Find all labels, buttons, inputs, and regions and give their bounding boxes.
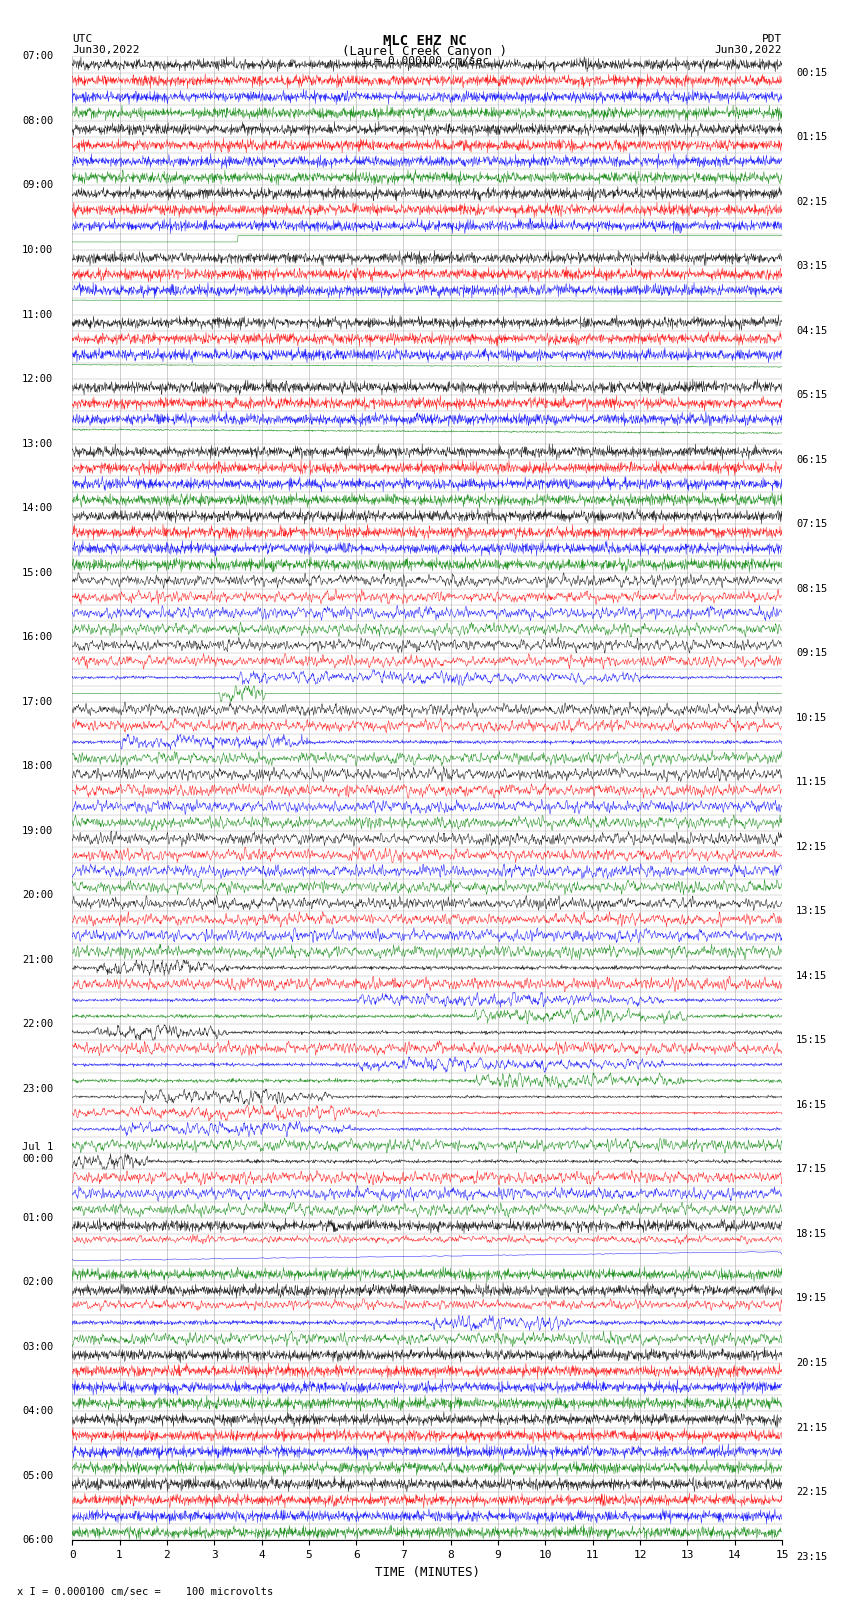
Text: 08:15: 08:15 <box>796 584 827 594</box>
Text: 21:15: 21:15 <box>796 1423 827 1432</box>
Text: 03:00: 03:00 <box>22 1342 54 1352</box>
Text: 01:15: 01:15 <box>796 132 827 142</box>
Text: 04:00: 04:00 <box>22 1407 54 1416</box>
Text: 23:00: 23:00 <box>22 1084 54 1094</box>
Text: 01:00: 01:00 <box>22 1213 54 1223</box>
Text: 08:00: 08:00 <box>22 116 54 126</box>
Text: 12:00: 12:00 <box>22 374 54 384</box>
Text: 11:00: 11:00 <box>22 310 54 319</box>
Text: 19:15: 19:15 <box>796 1294 827 1303</box>
Text: Jul 1: Jul 1 <box>22 1142 54 1152</box>
Text: 05:00: 05:00 <box>22 1471 54 1481</box>
Text: 10:15: 10:15 <box>796 713 827 723</box>
Text: 23:15: 23:15 <box>796 1552 827 1561</box>
Text: 16:00: 16:00 <box>22 632 54 642</box>
Text: 13:00: 13:00 <box>22 439 54 448</box>
Text: x I = 0.000100 cm/sec =    100 microvolts: x I = 0.000100 cm/sec = 100 microvolts <box>17 1587 273 1597</box>
Text: 15:15: 15:15 <box>796 1036 827 1045</box>
Text: 07:15: 07:15 <box>796 519 827 529</box>
Text: 09:00: 09:00 <box>22 181 54 190</box>
Text: 10:00: 10:00 <box>22 245 54 255</box>
Text: 20:00: 20:00 <box>22 890 54 900</box>
Text: 22:15: 22:15 <box>796 1487 827 1497</box>
Text: 06:15: 06:15 <box>796 455 827 465</box>
Text: 17:00: 17:00 <box>22 697 54 706</box>
Text: 00:15: 00:15 <box>796 68 827 77</box>
Text: 02:00: 02:00 <box>22 1277 54 1287</box>
Text: 00:00: 00:00 <box>22 1155 54 1165</box>
Text: 19:00: 19:00 <box>22 826 54 836</box>
Text: 06:00: 06:00 <box>22 1536 54 1545</box>
Text: 21:00: 21:00 <box>22 955 54 965</box>
Text: 14:00: 14:00 <box>22 503 54 513</box>
Text: 17:15: 17:15 <box>796 1165 827 1174</box>
Text: 11:15: 11:15 <box>796 777 827 787</box>
Text: 18:15: 18:15 <box>796 1229 827 1239</box>
Text: 16:15: 16:15 <box>796 1100 827 1110</box>
Text: 15:00: 15:00 <box>22 568 54 577</box>
Text: 20:15: 20:15 <box>796 1358 827 1368</box>
Text: MLC EHZ NC: MLC EHZ NC <box>383 34 467 48</box>
X-axis label: TIME (MINUTES): TIME (MINUTES) <box>375 1566 479 1579</box>
Text: 05:15: 05:15 <box>796 390 827 400</box>
Text: 02:15: 02:15 <box>796 197 827 206</box>
Text: 04:15: 04:15 <box>796 326 827 336</box>
Text: 18:00: 18:00 <box>22 761 54 771</box>
Text: 13:15: 13:15 <box>796 907 827 916</box>
Text: PDT
Jun30,2022: PDT Jun30,2022 <box>715 34 782 55</box>
Text: 09:15: 09:15 <box>796 648 827 658</box>
Text: 03:15: 03:15 <box>796 261 827 271</box>
Text: (Laurel Creek Canyon ): (Laurel Creek Canyon ) <box>343 45 507 58</box>
Text: UTC
Jun30,2022: UTC Jun30,2022 <box>72 34 139 55</box>
Text: 07:00: 07:00 <box>22 52 54 61</box>
Text: 14:15: 14:15 <box>796 971 827 981</box>
Text: I = 0.000100 cm/sec: I = 0.000100 cm/sec <box>361 56 489 66</box>
Text: 22:00: 22:00 <box>22 1019 54 1029</box>
Text: 12:15: 12:15 <box>796 842 827 852</box>
